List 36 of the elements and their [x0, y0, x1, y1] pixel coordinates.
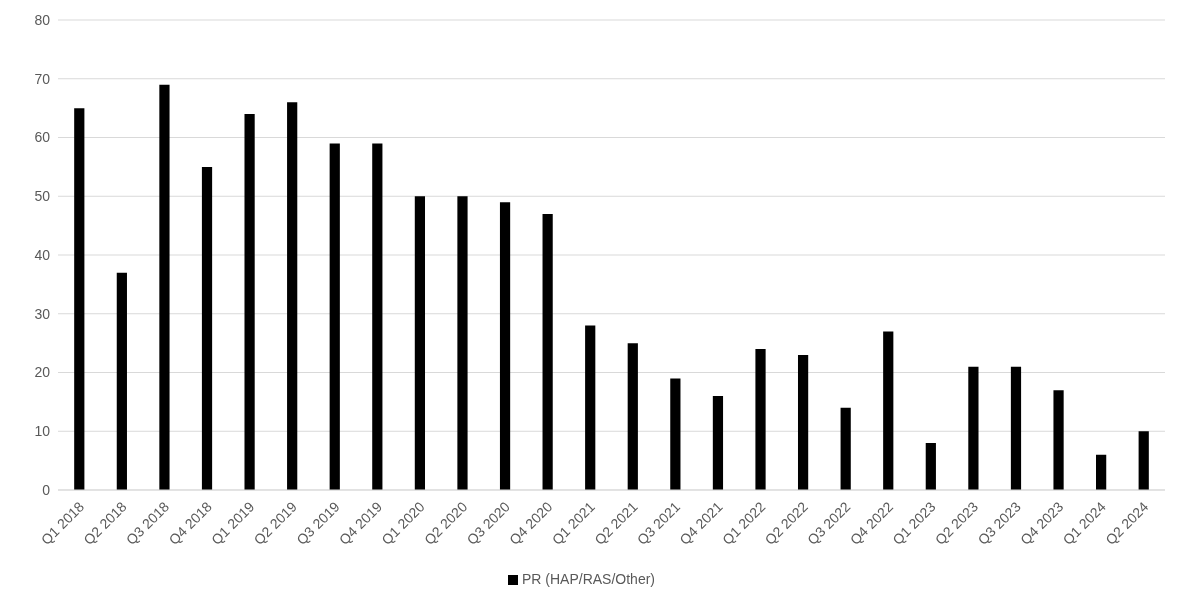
y-tick-label: 20 — [34, 364, 51, 381]
bar — [883, 331, 894, 490]
bar — [670, 378, 681, 490]
y-tick-label: 0 — [42, 481, 51, 498]
bar — [840, 407, 851, 490]
y-tick-label: 40 — [34, 246, 51, 263]
bar — [1053, 390, 1064, 490]
y-tick-label: 60 — [34, 129, 51, 146]
bar — [244, 114, 255, 490]
y-tick-label: 50 — [34, 188, 51, 205]
bar — [372, 143, 383, 490]
bar — [159, 84, 170, 490]
bar — [712, 396, 724, 490]
bar — [201, 166, 213, 490]
bar — [585, 325, 596, 490]
bar — [542, 213, 553, 490]
bar — [287, 102, 298, 490]
bar — [1010, 366, 1022, 490]
y-tick-label: 80 — [34, 11, 51, 28]
bar — [755, 349, 766, 490]
bar — [74, 108, 85, 490]
bar — [414, 196, 426, 490]
y-tick-label: 30 — [34, 305, 51, 322]
bar — [627, 343, 638, 490]
bar — [968, 366, 979, 490]
bar — [329, 143, 340, 490]
legend-label: PR (HAP/RAS/Other) — [521, 571, 656, 587]
bar — [116, 272, 127, 490]
bar — [925, 443, 936, 490]
bar — [1096, 454, 1107, 490]
bar — [457, 196, 468, 490]
y-tick-label: 10 — [34, 423, 51, 440]
bar — [1138, 431, 1149, 490]
bar — [797, 354, 809, 490]
y-tick-label: 70 — [34, 70, 51, 87]
bar — [499, 202, 511, 490]
